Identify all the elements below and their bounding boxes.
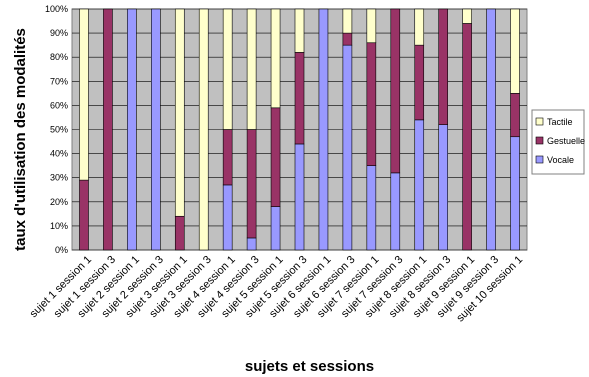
bar-segment-gestuelle	[79, 179, 89, 251]
y-tick-label: 90%	[50, 28, 68, 38]
bar-segment-vocale	[222, 184, 233, 251]
bar-segment-tactile	[222, 8, 233, 130]
bar-segment-gestuelle	[366, 42, 377, 166]
bar-segment-tactile	[198, 8, 209, 251]
bar-segment-gestuelle	[246, 129, 257, 239]
bar-segment-tactile	[79, 8, 89, 181]
y-tick-label: 80%	[50, 52, 68, 62]
bar-segment-tactile	[366, 8, 377, 44]
bar-segment-vocale	[246, 237, 257, 251]
bar-segment-tactile	[294, 8, 305, 53]
bar-segment-tactile	[414, 8, 425, 46]
y-tick-label: 60%	[50, 100, 68, 110]
x-axis-title: sujets et sessions	[245, 358, 374, 375]
y-axis-title: taux d'utilisation des modalités	[12, 28, 29, 251]
bar-segment-vocale	[294, 143, 305, 251]
bar-segment-gestuelle	[103, 8, 113, 251]
bar-segment-tactile	[342, 8, 353, 34]
y-tick-label: 40%	[50, 149, 68, 159]
y-tick-label: 20%	[50, 197, 68, 207]
bar-segment-tactile	[510, 8, 520, 94]
y-tick-label: 0%	[55, 245, 68, 255]
bar-segment-gestuelle	[390, 8, 401, 174]
bar-segment-gestuelle	[438, 8, 448, 125]
legend-swatch-vocale	[535, 155, 544, 164]
bar-segment-vocale	[390, 172, 401, 251]
bar-segment-vocale	[127, 8, 137, 251]
bar-segment-tactile	[246, 8, 257, 130]
y-tick-label: 70%	[50, 76, 68, 86]
bar-segment-vocale	[486, 8, 496, 251]
bar-segment-vocale	[151, 8, 161, 251]
legend: Tactile Gestuelle Vocale	[531, 109, 585, 175]
bar-segment-gestuelle	[342, 32, 353, 46]
bar-segment-vocale	[366, 165, 377, 251]
bar-segment-vocale	[510, 136, 520, 251]
bar-segment-tactile	[270, 8, 281, 109]
bar-segment-gestuelle	[174, 215, 185, 251]
bar-segment-gestuelle	[222, 129, 233, 186]
bar-segment-gestuelle	[270, 107, 281, 207]
legend-swatch-gestuelle	[535, 136, 544, 145]
y-tick-label: 30%	[50, 173, 68, 183]
bar-segment-tactile	[174, 8, 185, 217]
legend-label-tactile: Tactile	[547, 117, 573, 127]
legend-label-vocale: Vocale	[547, 155, 574, 165]
bar-segment-gestuelle	[510, 93, 520, 138]
y-tick-labels: 0% 10% 20% 30% 40% 50% 60% 70% 80% 90% 100%	[45, 4, 68, 255]
y-tick-label: 10%	[50, 221, 68, 231]
bar-segment-vocale	[270, 206, 281, 251]
bar-segment-vocale	[414, 119, 425, 251]
legend-swatch-tactile	[535, 117, 544, 126]
y-tick-label: 100%	[45, 4, 68, 14]
bar-segment-vocale	[342, 44, 353, 251]
bar-segment-gestuelle	[462, 23, 472, 251]
bar-segment-vocale	[438, 124, 448, 251]
y-tick-label: 50%	[50, 125, 68, 135]
bar-segment-tactile	[462, 8, 472, 24]
bars	[79, 8, 520, 251]
bar-segment-gestuelle	[414, 44, 425, 121]
bar-segment-gestuelle	[294, 52, 305, 145]
legend-label-gestuelle: Gestuelle	[547, 136, 585, 146]
bar-segment-vocale	[318, 8, 329, 251]
